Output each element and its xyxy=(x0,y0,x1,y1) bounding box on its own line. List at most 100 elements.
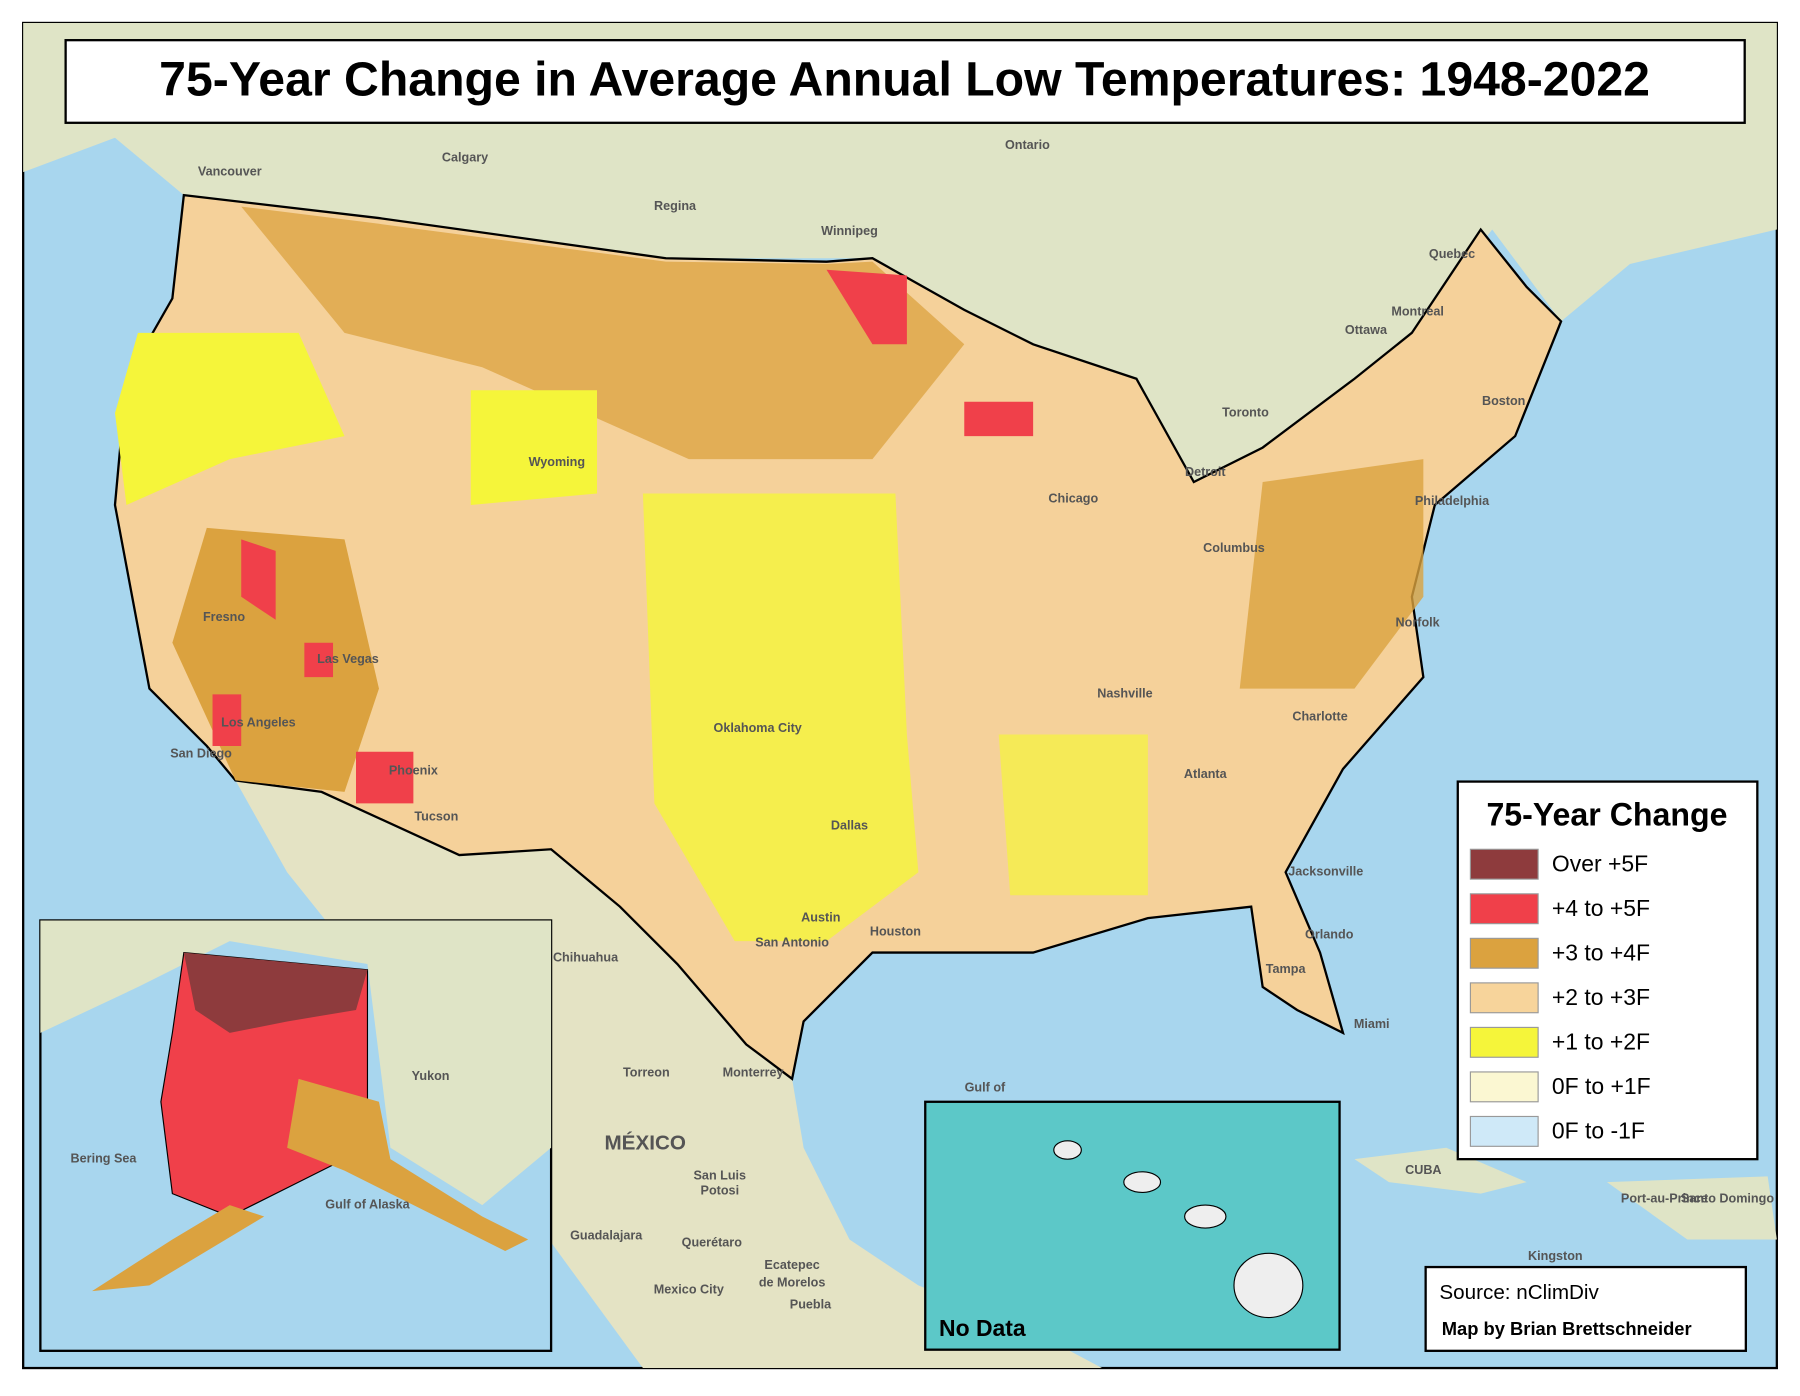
place-label: Puebla xyxy=(790,1297,832,1311)
place-label: Boston xyxy=(1482,394,1525,408)
legend-swatch xyxy=(1469,848,1539,880)
place-label: Chicago xyxy=(1048,492,1098,506)
island xyxy=(1053,1140,1082,1160)
place-label: Kingston xyxy=(1528,1249,1583,1263)
legend-label: 0F to -1F xyxy=(1552,1118,1645,1144)
place-label: Atlanta xyxy=(1184,767,1228,781)
hispaniola-land xyxy=(1606,1176,1777,1240)
legend-title: 75-Year Change xyxy=(1486,797,1727,833)
legend-box xyxy=(1456,780,1759,1161)
legend-swatch xyxy=(1469,937,1539,969)
place-label: Oklahoma City xyxy=(714,721,802,735)
place-label: Ecatepec xyxy=(764,1258,819,1272)
place-label: Toronto xyxy=(1222,405,1269,419)
no-data-note: No Data xyxy=(939,1315,1026,1341)
region-hot xyxy=(241,539,276,620)
place-label: Tucson xyxy=(414,809,458,823)
place-label: Philadelphia xyxy=(1415,494,1490,508)
place-label: Quebec xyxy=(1429,247,1475,261)
place-label: Orlando xyxy=(1305,928,1354,942)
place-label: Fresno xyxy=(203,610,245,624)
place-label: de Morelos xyxy=(759,1275,826,1289)
canada-land xyxy=(23,22,1777,483)
legend-swatch xyxy=(1469,1071,1539,1103)
place-label: San Luis xyxy=(694,1169,747,1183)
alaska-inset xyxy=(39,919,553,1352)
place-label: Norfolk xyxy=(1396,616,1441,630)
place-label: Nashville xyxy=(1097,687,1152,701)
place-label: Regina xyxy=(654,199,697,213)
place-label: Gulf of Alaska xyxy=(325,1197,410,1211)
region-hot xyxy=(355,751,414,804)
temperature-regions xyxy=(114,206,1424,942)
place-label: Potosi xyxy=(701,1184,740,1198)
legend-label: +2 to +3F xyxy=(1552,984,1650,1010)
region-hot xyxy=(304,642,334,678)
canada-land xyxy=(40,920,552,1206)
legend-label: Over +5F xyxy=(1552,850,1648,876)
place-label: San Diego xyxy=(170,746,232,760)
legend-swatch xyxy=(1469,1115,1539,1147)
region-hot xyxy=(964,401,1034,437)
place-label: Santo Domingo xyxy=(1681,1192,1774,1206)
region-warm xyxy=(1239,459,1424,689)
place-label: Mexico City xyxy=(654,1282,724,1296)
legend-label: +4 to +5F xyxy=(1552,895,1650,921)
region-hot xyxy=(212,694,242,746)
place-label: Vancouver xyxy=(198,164,262,178)
place-label: Columbus xyxy=(1203,541,1265,555)
place-label: Torreon xyxy=(623,1065,670,1079)
legend-label: +3 to +4F xyxy=(1552,939,1650,965)
place-label: Montreal xyxy=(1391,304,1444,318)
region-mild xyxy=(114,332,345,505)
place-label: Monterrey xyxy=(723,1065,784,1079)
legend-items: Over +5F +4 to +5F +3 to +4F +2 to +3F +1 to… xyxy=(1469,848,1651,1147)
place-label: Winnipeg xyxy=(821,224,878,238)
legend-label: 0F to +1F xyxy=(1552,1073,1651,1099)
place-label: Phoenix xyxy=(389,764,438,778)
place-label: Ontario xyxy=(1005,138,1050,152)
place-label: CUBA xyxy=(1405,1163,1441,1177)
place-label: Yukon xyxy=(412,1069,450,1083)
place-label: Bering Sea xyxy=(71,1151,138,1165)
place-label: Guadalajara xyxy=(570,1228,643,1242)
cuba-land xyxy=(1354,1147,1527,1194)
alaska-peninsula xyxy=(92,1205,265,1292)
legend-swatch xyxy=(1469,893,1539,925)
place-label: Chihuahua xyxy=(553,951,619,965)
place-label: Wyoming xyxy=(529,455,586,469)
place-label: Tampa xyxy=(1266,962,1307,976)
alaska-region xyxy=(287,1078,529,1251)
region-mild xyxy=(642,493,919,942)
place-label: Charlotte xyxy=(1292,710,1347,724)
source: Source: nClimDiv xyxy=(1439,1281,1599,1304)
author: Map by Brian Brettschneider xyxy=(1442,1318,1692,1339)
place-label: Detroit xyxy=(1185,465,1226,479)
place-label: Los Angeles xyxy=(221,715,296,729)
place-label: Ottawa xyxy=(1345,323,1388,337)
island xyxy=(1233,1252,1304,1319)
title-box xyxy=(64,39,1746,124)
hawaii-inset: No Data xyxy=(924,1100,1341,1351)
title: 75-Year Change in Average Annual Low Tem… xyxy=(159,52,1650,106)
place-label: Austin xyxy=(801,910,840,924)
place-label: Miami xyxy=(1354,1017,1390,1031)
place-label: Las Vegas xyxy=(317,652,379,666)
legend-swatch xyxy=(1469,982,1539,1014)
place-label: Dallas xyxy=(831,819,868,833)
region-warm xyxy=(241,206,965,460)
place-labels: Vancouver Calgary Regina Winnipeg Ontario Que… xyxy=(71,138,1775,1311)
place-label: Querétaro xyxy=(682,1235,743,1249)
place-label: Gulf of xyxy=(965,1080,1006,1094)
place-label: Calgary xyxy=(442,151,488,165)
legend-swatch xyxy=(1469,1026,1539,1058)
region-mild xyxy=(998,734,1148,896)
place-label: Jacksonville xyxy=(1288,865,1363,879)
place-label: Houston xyxy=(870,924,921,938)
place-label: Port-au-Prince xyxy=(1621,1192,1708,1206)
alaska-region xyxy=(183,952,368,1033)
island xyxy=(1184,1204,1227,1229)
region-hot xyxy=(826,269,907,345)
place-label: San Antonio xyxy=(755,936,829,950)
